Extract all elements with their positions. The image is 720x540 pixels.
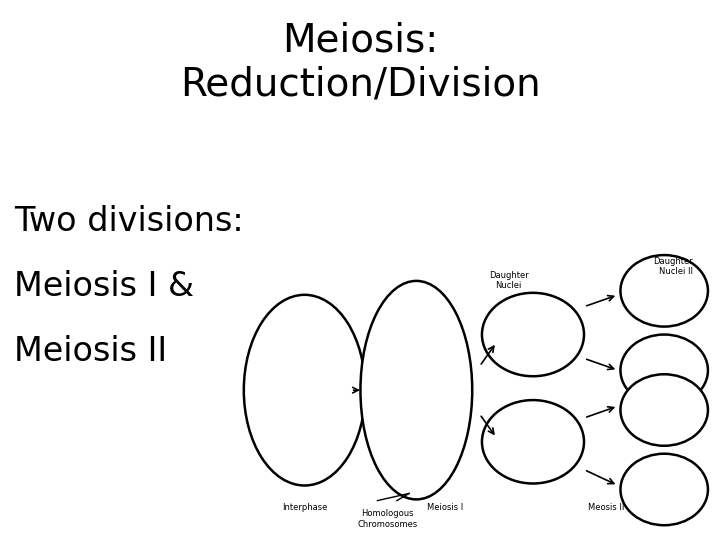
Circle shape: [621, 334, 708, 406]
Circle shape: [621, 374, 708, 446]
Text: Daughter
Nuclei II: Daughter Nuclei II: [654, 257, 693, 276]
Text: Interphase: Interphase: [282, 503, 328, 512]
Text: Homologous
Chromosomes: Homologous Chromosomes: [357, 509, 418, 529]
Text: Two divisions:: Two divisions:: [14, 205, 244, 238]
Text: Meiosis:
Reduction/Division: Meiosis: Reduction/Division: [180, 22, 540, 104]
Circle shape: [482, 293, 584, 376]
Ellipse shape: [361, 281, 472, 500]
Text: Daughter
Nuclei: Daughter Nuclei: [489, 271, 528, 291]
Circle shape: [621, 255, 708, 327]
Circle shape: [621, 454, 708, 525]
Text: Meiosis I: Meiosis I: [428, 503, 464, 512]
Text: Meiosis I &: Meiosis I &: [14, 270, 194, 303]
Ellipse shape: [244, 295, 365, 485]
Text: Meosis II: Meosis II: [588, 503, 624, 512]
Circle shape: [482, 400, 584, 483]
Text: Meiosis II: Meiosis II: [14, 335, 168, 368]
